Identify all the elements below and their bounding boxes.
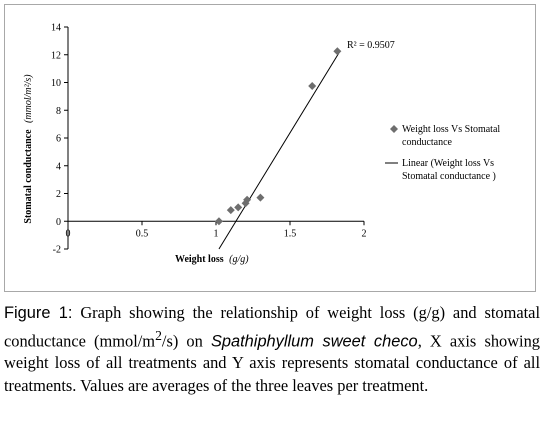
- scatter-chart: -2 0 2 4 6 8 10 12 14 0 0.5 1 1.5 2 R² = 0.9507 Stom…: [23, 23, 503, 266]
- y-tick-label: 14: [51, 23, 61, 34]
- species-name: Spathiphyllum sweet checo: [210, 331, 418, 350]
- data-point: [243, 195, 252, 204]
- legend-trendline-label: Linear (Weight loss Vs Stomatal conducta…: [402, 158, 497, 182]
- y-tick-label: 8: [56, 106, 61, 117]
- x-axis-title: Weight loss (g/g): [175, 254, 249, 265]
- r-squared-annotation: R² = 0.9507: [347, 40, 395, 51]
- y-axis-ticks: -2 0 2 4 6 8 10 12 14: [51, 23, 68, 256]
- data-point: [214, 217, 223, 226]
- data-points: [214, 47, 342, 226]
- figure-caption: Figure 1: Graph showing the relationship…: [4, 302, 540, 397]
- trendline: [218, 50, 341, 250]
- chart-frame: -2 0 2 4 6 8 10 12 14 0 0.5 1 1.5 2 R² = 0.9507 Stom…: [4, 4, 536, 292]
- legend-series-label: Weight loss Vs Stomatal conductance: [402, 124, 503, 148]
- caption-superscript: 2: [155, 327, 162, 343]
- y-tick-label: 0: [56, 217, 61, 228]
- caption-text-c: , X axis showing weight loss of all trea…: [4, 330, 541, 395]
- y-tick-label: 12: [51, 50, 61, 61]
- x-tick-label: 0.5: [136, 228, 149, 239]
- caption-text-b: /s) on: [161, 330, 211, 350]
- y-tick-label: -2: [53, 245, 61, 256]
- legend: Weight loss Vs Stomatal conductance Line…: [385, 124, 503, 182]
- data-point: [308, 81, 317, 90]
- legend-marker-series: [390, 125, 398, 133]
- figure-label: Figure 1:: [4, 304, 73, 322]
- y-axis-title: Stomatal conductance (mmol/m²/s): [23, 74, 34, 224]
- x-tick-label: 1: [214, 228, 219, 239]
- data-point: [333, 47, 342, 56]
- data-point: [256, 193, 265, 202]
- y-tick-label: 6: [56, 134, 61, 145]
- y-tick-label: 2: [56, 189, 61, 200]
- y-tick-label: 10: [51, 78, 61, 89]
- caption-text-a: Graph showing the relationship of weight…: [4, 303, 540, 350]
- data-point: [226, 206, 235, 215]
- data-point: [234, 203, 243, 212]
- x-tick-label: 1.5: [284, 228, 297, 239]
- x-axis-ticks: 00.511.52: [66, 221, 367, 239]
- y-tick-label: 4: [56, 161, 61, 172]
- x-tick-label: 2: [362, 228, 367, 239]
